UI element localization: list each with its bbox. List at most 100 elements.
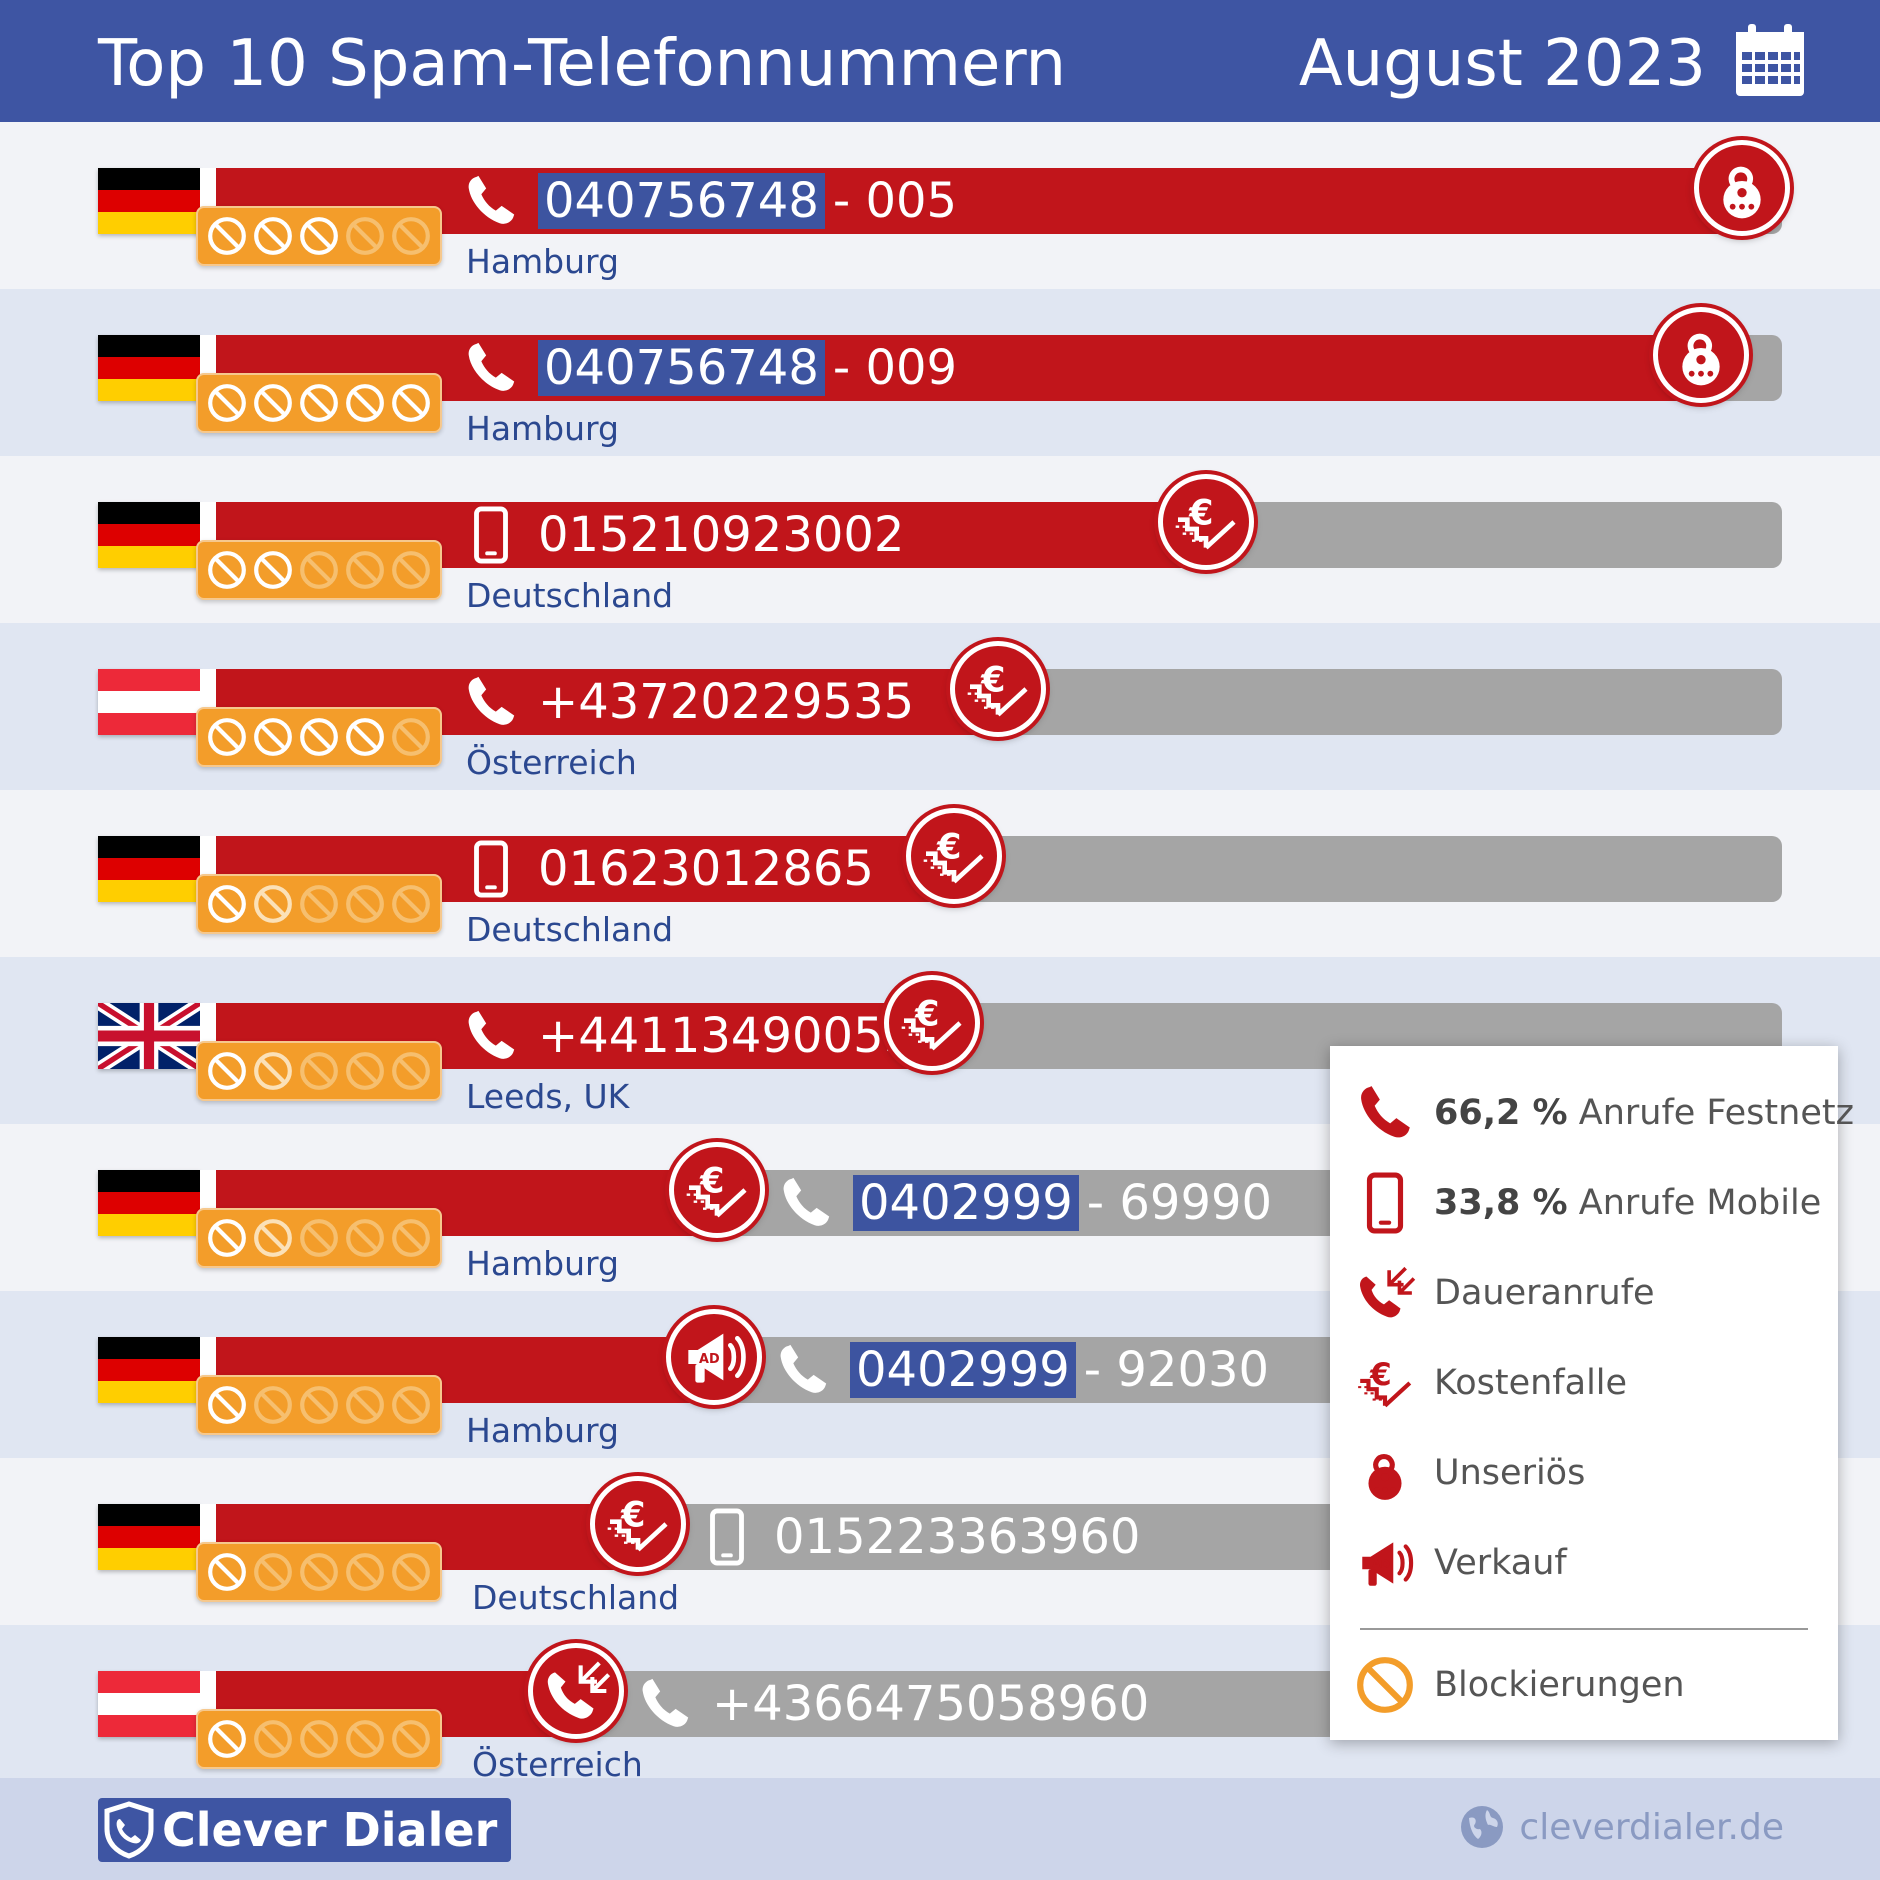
legend-item: Daueranrufe: [1354, 1258, 1655, 1328]
phone-number: 015210923002: [538, 507, 905, 563]
blocked-icon: [346, 384, 384, 422]
header: Top 10 Spam-Telefonnummern August 2023: [0, 0, 1880, 122]
region-label: Hamburg: [466, 1244, 619, 1283]
region-label: Österreich: [466, 743, 637, 782]
category-badge-unserioes: [1694, 140, 1790, 236]
unserioes-icon: [1723, 166, 1761, 219]
legend-label: Verkauf: [1434, 1543, 1567, 1583]
category-badge-kostenfalle: €: [1158, 474, 1254, 570]
shield-phone-icon: [104, 1801, 154, 1859]
flag-de: [98, 502, 200, 568]
blocked-icon: [346, 1219, 384, 1257]
flag-at: [98, 1671, 200, 1737]
blocked-icon: [300, 885, 338, 923]
block-rating: [196, 1041, 442, 1101]
mobile-icon: [710, 1508, 744, 1566]
legend-text: Anrufe Mobile: [1578, 1183, 1822, 1223]
table-row: 015210923002 Deutschland €: [0, 456, 1880, 623]
legend-text: Verkauf: [1434, 1543, 1567, 1583]
chart-title: Top 10 Spam-Telefonnummern: [98, 27, 1067, 101]
daueranrufe-icon: [1359, 1266, 1416, 1318]
flag-de: [98, 335, 200, 401]
blocked-icon: [392, 885, 430, 923]
blocked-icon: [208, 1553, 246, 1591]
kostenfalle-icon: €: [686, 1161, 747, 1218]
category-badge-daueranrufe: [528, 1643, 624, 1739]
region-label: Deutschland: [466, 576, 674, 615]
flag-de: [98, 168, 200, 234]
number-suffix: - 69990: [1086, 1175, 1273, 1231]
legend-item: AD Verkauf: [1354, 1528, 1567, 1598]
blocked-icon: [346, 217, 384, 255]
flag-de: [98, 836, 200, 902]
legend-label: 33,8 % Anrufe Mobile: [1434, 1183, 1821, 1223]
category-badge-kostenfalle: €: [669, 1142, 765, 1238]
blocked-icon: [346, 551, 384, 589]
blocked-icon: [300, 1553, 338, 1591]
blocked-icon: [300, 1219, 338, 1257]
blocked-icon: [254, 551, 292, 589]
number-prefix: 0402999: [850, 1342, 1076, 1398]
brand-name: Clever Dialer: [162, 1803, 498, 1857]
flag-at: [98, 669, 200, 735]
phone-number: +4366475058960: [712, 1676, 1150, 1732]
blocked-icon: [208, 551, 246, 589]
legend-text: Blockierungen: [1434, 1665, 1685, 1705]
number-suffix: - 009: [832, 340, 958, 396]
legend-text: Anrufe Festnetz: [1578, 1093, 1854, 1133]
mobile-icon: [474, 840, 508, 898]
svg-text:€: €: [980, 660, 1005, 700]
bar-fill: [200, 168, 1752, 234]
blocked-icon: [208, 1720, 246, 1758]
svg-text:AD: AD: [699, 1352, 720, 1367]
unserioes-icon: [1682, 333, 1720, 386]
bar-fill: [200, 335, 1711, 401]
blocked-icon: [1357, 1657, 1413, 1713]
flag-de: [98, 1170, 200, 1236]
brand-logo: Clever Dialer: [98, 1798, 512, 1862]
blocked-icon: [392, 551, 430, 589]
legend-label: Unseriös: [1434, 1453, 1585, 1493]
blocked-icon: [254, 1553, 292, 1591]
legend-divider: [1360, 1628, 1808, 1630]
phone-number: 040756748- 005: [538, 170, 957, 232]
blocked-icon: [346, 885, 384, 923]
legend-percent: 66,2 %: [1434, 1093, 1568, 1133]
table-row: +43720229535 Österreich €: [0, 623, 1880, 790]
blocked-icon: [346, 1386, 384, 1424]
blocked-icon: [254, 885, 292, 923]
legend-item: 66,2 % Anrufe Festnetz: [1354, 1078, 1854, 1148]
blocked-icon: [300, 1386, 338, 1424]
blocked-icon: [254, 1720, 292, 1758]
table-row: 040756748- 009 Hamburg: [0, 289, 1880, 456]
legend-text: Daueranrufe: [1434, 1273, 1655, 1313]
blocked-icon: [346, 718, 384, 756]
legend-label: Daueranrufe: [1434, 1273, 1655, 1313]
category-badge-verkauf: AD: [666, 1309, 762, 1405]
blocked-icon: [392, 1386, 430, 1424]
block-rating: [196, 1208, 442, 1268]
footer: Clever Dialer cleverdialer.de: [0, 1778, 1880, 1880]
block-rating: [196, 1542, 442, 1602]
legend-item: € Kostenfalle: [1354, 1348, 1627, 1418]
legend-text: Unseriös: [1434, 1453, 1586, 1493]
blocked-icon: [300, 217, 338, 255]
legend-item: 33,8 % Anrufe Mobile: [1354, 1168, 1821, 1238]
blocked-icon: [346, 1052, 384, 1090]
phone-icon: [468, 676, 515, 725]
region-label: Hamburg: [466, 242, 619, 281]
mobile-icon: [474, 506, 508, 564]
region-label: Hamburg: [466, 409, 619, 448]
svg-text:AD: AD: [1372, 1557, 1390, 1571]
calendar-icon: [1736, 24, 1804, 96]
svg-text:€: €: [1369, 1357, 1392, 1393]
category-badge-kostenfalle: €: [590, 1476, 686, 1572]
blocked-icon: [208, 718, 246, 756]
blocked-icon: [300, 718, 338, 756]
blocked-icon: [392, 1720, 430, 1758]
blocked-icon: [254, 1386, 292, 1424]
website-link[interactable]: cleverdialer.de: [1459, 1804, 1784, 1850]
blocked-icon: [300, 1052, 338, 1090]
phone-icon: [780, 1344, 827, 1393]
blocked-icon: [300, 551, 338, 589]
